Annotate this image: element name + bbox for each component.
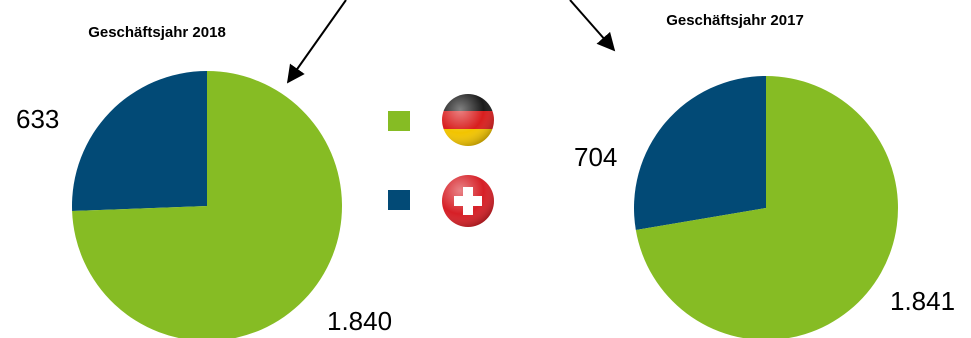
legend-swatch-germany bbox=[388, 111, 410, 131]
germany-flag-ball-icon bbox=[442, 94, 494, 146]
arrow-to-2018 bbox=[286, 0, 347, 84]
slice-label-germany-2018: 1.840 bbox=[327, 306, 392, 336]
slice-label-germany-2017: 1.841 bbox=[890, 286, 955, 316]
slice-label-switzerland-2018: 633 bbox=[16, 104, 59, 134]
chart-title-2018: Geschäftsjahr 2018 bbox=[88, 24, 226, 41]
slice-label-switzerland-2017: 704 bbox=[574, 142, 617, 172]
pie-slice-germany-2018 bbox=[72, 71, 342, 338]
pie-slice-switzerland-2017 bbox=[634, 76, 766, 230]
pie-slice-switzerland-2018 bbox=[72, 71, 207, 212]
chart-title-2017: Geschäftsjahr 2017 bbox=[666, 12, 804, 29]
pie-slice-germany-2017 bbox=[635, 76, 898, 338]
pie-chart-2018: Geschäftsjahr 2018 633 1.840 bbox=[16, 24, 392, 338]
pie-chart-2017: Geschäftsjahr 2017 704 1.841 bbox=[574, 12, 955, 338]
arrow-to-2017 bbox=[569, 0, 616, 52]
legend-swatch-switzerland bbox=[388, 190, 410, 210]
legend bbox=[388, 94, 494, 227]
switzerland-flag-ball-icon bbox=[442, 175, 494, 227]
